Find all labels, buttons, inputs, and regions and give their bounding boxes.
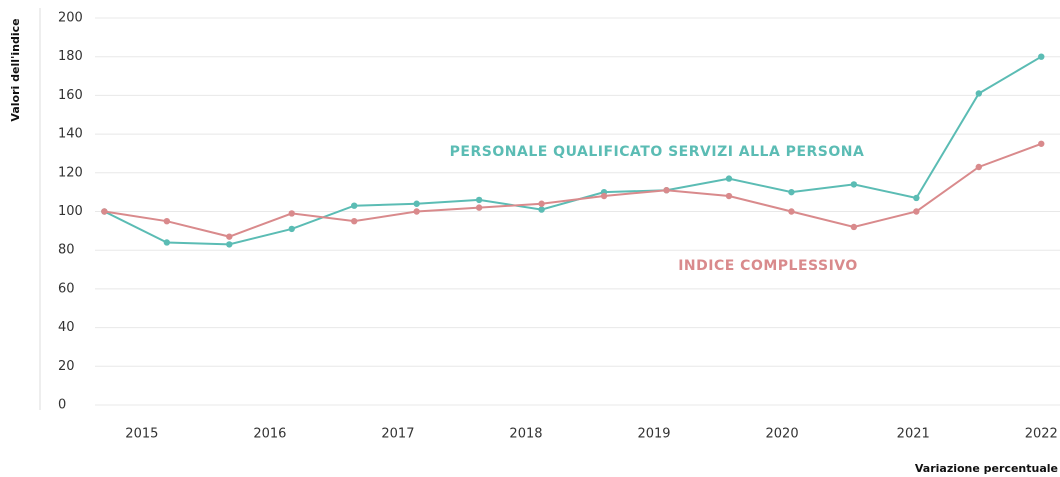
x-tick-label: 2015 <box>125 427 158 442</box>
point <box>351 202 358 209</box>
point <box>975 163 983 171</box>
point <box>913 208 920 215</box>
point <box>475 204 483 211</box>
x-tick-label: 2018 <box>509 427 542 442</box>
y-axis-label: Valori dell'indice <box>9 18 22 121</box>
y-tick-label: 80 <box>58 243 75 258</box>
point <box>413 200 420 207</box>
series-label: PERSONALE QUALIFICATO SERVIZI ALLA PERSO… <box>450 144 865 160</box>
y-tick-label: 40 <box>58 320 75 335</box>
point <box>538 200 545 207</box>
x-tick-label: 2022 <box>1025 427 1058 442</box>
y-tick-label: 100 <box>58 204 83 219</box>
y-tick-label: 200 <box>58 11 83 26</box>
point <box>725 175 733 182</box>
point <box>850 223 858 231</box>
point <box>663 187 670 194</box>
y-tick-label: 0 <box>58 398 66 413</box>
x-axis-label: Variazione percentuale <box>915 462 1058 475</box>
x-tick-label: 2021 <box>897 427 930 442</box>
point <box>600 192 608 200</box>
point <box>413 208 420 215</box>
point <box>975 90 983 97</box>
x-tick-label: 2019 <box>637 427 670 442</box>
x-tick-label: 2020 <box>766 427 799 442</box>
point <box>475 196 483 204</box>
x-tick-label: 2017 <box>381 427 414 442</box>
point <box>163 217 171 225</box>
point <box>913 194 920 202</box>
point <box>538 206 545 213</box>
point <box>288 210 295 217</box>
point <box>351 217 358 225</box>
point <box>788 208 795 215</box>
y-tick-label: 60 <box>58 281 75 296</box>
point <box>850 181 858 188</box>
point <box>288 225 295 233</box>
point <box>1038 53 1045 60</box>
point <box>725 192 733 200</box>
point <box>226 233 233 240</box>
y-tick-label: 140 <box>58 127 83 142</box>
y-tick-label: 180 <box>58 49 83 64</box>
x-tick-label: 2016 <box>253 427 286 442</box>
point <box>788 188 795 196</box>
point <box>163 239 171 246</box>
point <box>1038 140 1045 147</box>
y-tick-label: 120 <box>58 165 83 180</box>
point <box>226 241 233 248</box>
y-tick-label: 160 <box>58 88 83 103</box>
point <box>101 208 108 215</box>
y-tick-label: 20 <box>58 359 75 374</box>
series-label: INDICE COMPLESSIVO <box>678 258 858 274</box>
series-line <box>104 142 1042 238</box>
